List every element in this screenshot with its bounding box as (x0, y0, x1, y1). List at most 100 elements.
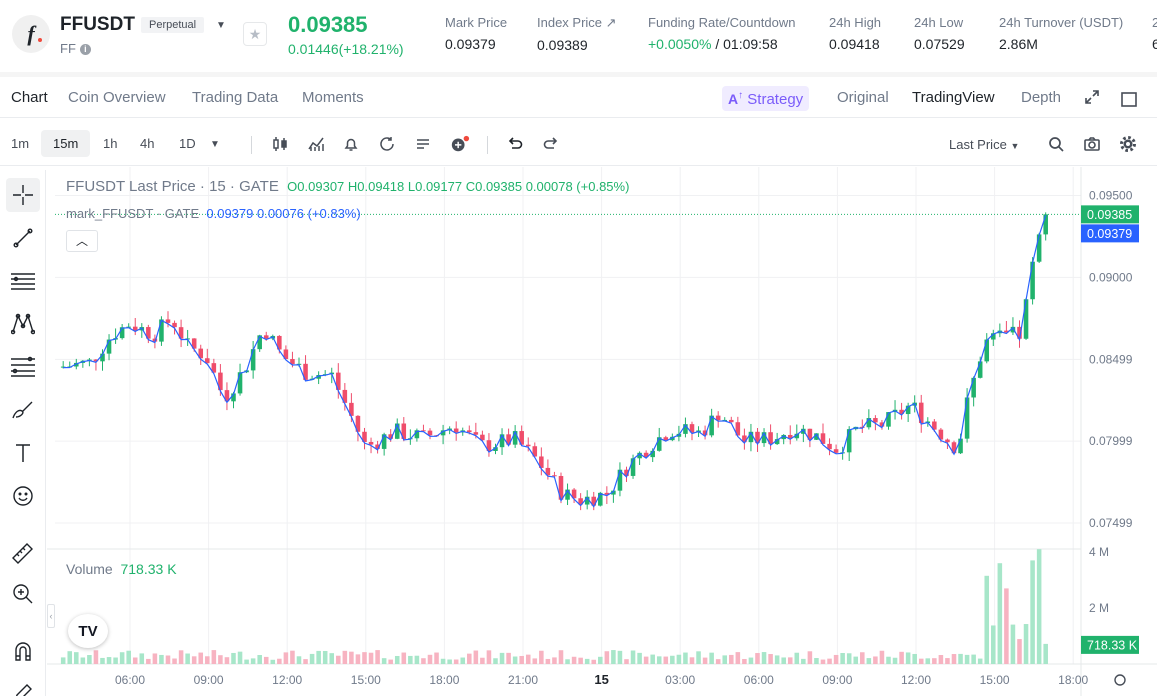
camera-icon[interactable] (1082, 134, 1102, 154)
price-source-label: Last Price (949, 137, 1007, 152)
trend-line-icon[interactable] (6, 221, 40, 255)
volume-bar (945, 658, 950, 664)
symbol-name[interactable]: FFUSDT (60, 14, 135, 35)
volume-bar (702, 657, 708, 664)
time-tick-label: 06:00 (744, 673, 774, 687)
candle-body (598, 492, 603, 506)
volume-bar (611, 650, 616, 664)
candle-body (709, 415, 714, 436)
candle-body (224, 390, 230, 402)
expand-icon[interactable] (1083, 88, 1101, 110)
timeframe-15m[interactable]: 15m (41, 130, 91, 157)
magnet-icon[interactable] (6, 634, 40, 668)
alert-icon[interactable] (341, 134, 361, 154)
candle-body (617, 469, 623, 491)
tab-coin-overview[interactable]: Coin Overview (68, 89, 166, 106)
add-indicator-icon[interactable] (450, 134, 470, 154)
redo-icon[interactable] (541, 134, 561, 154)
volume-bar (60, 657, 66, 664)
candle-body (729, 419, 734, 423)
candles-icon[interactable] (270, 134, 290, 154)
indicators-icon[interactable] (306, 134, 326, 154)
pencil-icon[interactable] (6, 676, 40, 696)
stat-24h-low: 24h Low 0.07529 (914, 15, 965, 52)
volume-bar (329, 653, 335, 664)
price-source-select[interactable]: Last Price ▼ (949, 137, 1019, 152)
text-tool-icon[interactable] (6, 436, 40, 470)
volume-bar (139, 653, 145, 664)
time-tick-label: 15:00 (351, 673, 381, 687)
stat-value: 0.09379 (445, 36, 496, 52)
stat-funding-rate: Funding Rate/Countdown +0.0050% / 01:09:… (648, 15, 795, 52)
search-icon[interactable] (1046, 134, 1066, 154)
settings-gear-icon[interactable] (1118, 134, 1138, 154)
view-tradingview[interactable]: TradingView (912, 89, 995, 106)
stat-index-price[interactable]: Index Price ↗ 0.09389 (537, 15, 617, 53)
candlesticks (60, 212, 1048, 511)
strategy-button[interactable]: A↑ Strategy (722, 86, 810, 111)
candle-body (453, 428, 459, 433)
pattern-icon[interactable] (6, 307, 40, 341)
candle-body (1036, 234, 1042, 262)
candle-body (971, 377, 976, 398)
view-original[interactable]: Original (837, 89, 889, 106)
ai-icon: A (728, 91, 739, 107)
ruler-icon[interactable] (6, 536, 40, 570)
window-icon[interactable] (1120, 90, 1138, 112)
tab-trading-data[interactable]: Trading Data (192, 89, 279, 106)
volume-bar (558, 650, 564, 664)
volume-bar (912, 653, 917, 664)
candle-body (879, 422, 885, 427)
candle-body (499, 434, 505, 448)
volume-bar (683, 652, 688, 664)
volume-bar (93, 650, 99, 664)
volume-bar (656, 656, 662, 664)
candle-body (918, 402, 924, 424)
horizontal-lines-icon[interactable] (6, 264, 40, 298)
volume-bar (938, 655, 944, 664)
volume-bar (146, 658, 151, 664)
candle-body (787, 434, 793, 439)
candle-body (591, 496, 597, 506)
axis-settings-icon[interactable] (1114, 674, 1126, 686)
replay-icon[interactable] (377, 134, 397, 154)
timeframe-4h[interactable]: 4h (140, 136, 155, 151)
volume-bars (60, 549, 1048, 664)
brush-icon[interactable] (6, 393, 40, 427)
info-icon[interactable]: i (79, 44, 91, 55)
volume-bar (185, 653, 190, 664)
zoom-in-icon[interactable] (6, 577, 40, 611)
volume-bar (630, 650, 636, 664)
volume-bar (447, 659, 452, 664)
candle-body (604, 492, 610, 495)
emoji-icon[interactable] (6, 479, 40, 513)
volume-bar (159, 654, 164, 664)
crosshair-icon[interactable] (6, 178, 40, 212)
price-chart[interactable]: 0.09500 0.09000 0.08499 0.07999 0.07499 4 M 2… (47, 167, 1157, 696)
favorite-star-icon[interactable]: ★ (243, 22, 267, 46)
timeframe-chevron-down-icon[interactable]: ▼ (210, 139, 220, 150)
timeframe-1h[interactable]: 1h (103, 136, 118, 151)
tab-moments[interactable]: Moments (302, 89, 364, 106)
templates-icon[interactable] (413, 134, 433, 154)
undo-icon[interactable] (505, 134, 525, 154)
stat-label: Index Price ↗ (537, 15, 617, 30)
timeframe-1m[interactable]: 1m (11, 136, 30, 151)
tab-chart[interactable]: Chart (11, 89, 48, 106)
price-tick-label: 0.07999 (1089, 434, 1133, 448)
stat-label: Funding Rate/Countdown (648, 15, 796, 30)
contract-type-badge: Perpetual (141, 17, 205, 33)
volume-bar (296, 656, 302, 664)
timeframe-1d[interactable]: 1D (179, 136, 196, 151)
view-depth[interactable]: Depth (1021, 89, 1062, 106)
price-badges: 0.09385 0.09379 718.33 K (1081, 205, 1139, 654)
volume-bar (552, 657, 557, 664)
symbol-dropdown-chevron-down-icon[interactable]: ▼ (216, 20, 226, 31)
candle-body (905, 405, 911, 415)
fib-retracement-icon[interactable] (6, 350, 40, 384)
time-axis: 06:00 09:00 12:00 15:00 18:00 21:00 15 03:00 06:… (115, 672, 1126, 687)
volume-bar (427, 654, 433, 664)
collapse-legend-chevron-up-icon[interactable]: ︿ (66, 230, 98, 252)
candle-body (637, 452, 642, 459)
scroll-left-icon[interactable]: ‹ (47, 604, 55, 628)
